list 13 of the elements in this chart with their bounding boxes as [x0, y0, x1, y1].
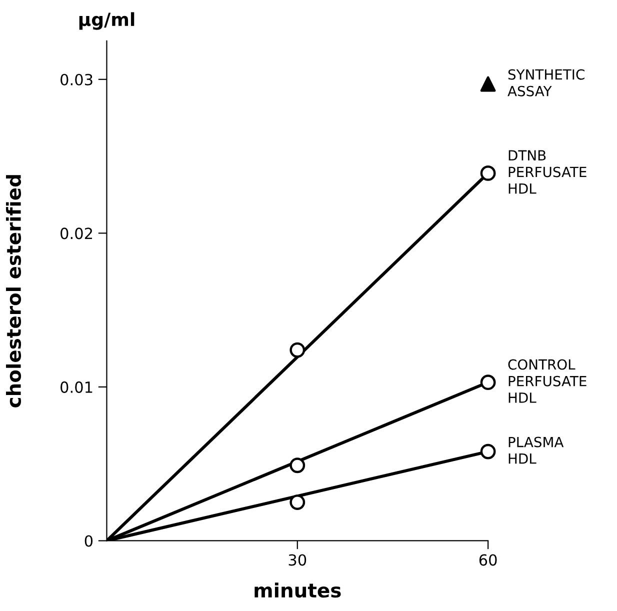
y-axis-title: cholesterol esterified	[6, 175, 22, 408]
y-tick-label: 0.02	[60, 228, 92, 240]
x-tick-label: 60	[479, 554, 497, 566]
x-tick-label: 30	[288, 554, 306, 566]
series-label: CONTROL PERFUSATE HDL	[508, 359, 586, 403]
series-label: DTNB PERFUSATE HDL	[508, 150, 586, 194]
y-tick-label: 0.03	[60, 74, 92, 86]
y-tick-label: 0	[84, 535, 93, 547]
y-tick-label: 0.01	[60, 381, 92, 393]
series-label: SYNTHETIC ASSAY	[508, 69, 584, 96]
series-label: PLASMA HDL	[508, 436, 564, 464]
text: µg/ml	[79, 12, 134, 30]
x-axis-title: minutes	[254, 582, 341, 598]
